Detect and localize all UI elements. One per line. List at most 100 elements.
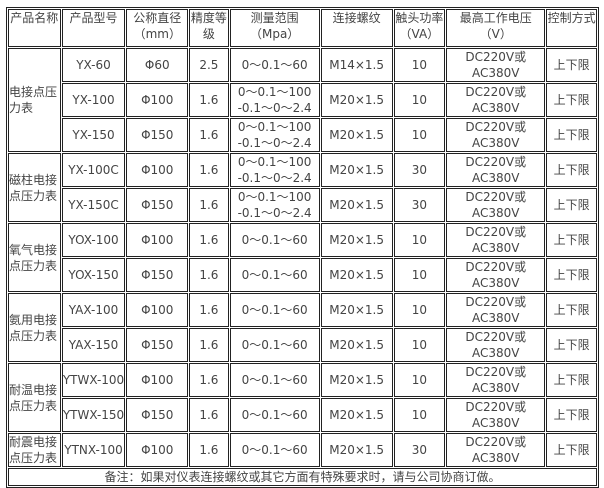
range-cell: 0～0.1～60 (229, 433, 320, 467)
range-cell: 0～0.1～100 -0.1～0～2.4 (229, 188, 320, 222)
range-cell: 0～0.1～60 (229, 223, 320, 257)
voltage-cell: DC220V或 AC380V (446, 48, 546, 82)
accuracy-cell: 2.5 (189, 48, 229, 82)
model-cell: YAX-150 (61, 328, 126, 362)
product-name-cell: 氧气电接 点压力表 (8, 223, 61, 292)
thread-cell: M20×1.5 (320, 398, 393, 432)
control-cell: 上下限 (546, 118, 597, 152)
power-cell: 10 (393, 83, 446, 117)
power-cell: 10 (393, 293, 446, 327)
voltage-cell: DC220V或 AC380V (446, 328, 546, 362)
voltage-cell: DC220V或 AC380V (446, 433, 546, 467)
table-row: YX-100 Φ100 1.6 0～0.1～100 -0.1～0～2.4 M20×1.5… (8, 83, 597, 117)
thread-cell: M14×1.5 (320, 48, 393, 82)
control-cell: 上下限 (546, 328, 597, 362)
table-row: YOX-150 Φ150 1.6 0～0.1～60 M20×1.5 10 DC220V或 A… (8, 258, 597, 292)
thread-cell: M20×1.5 (320, 188, 393, 222)
voltage-cell: DC220V或 AC380V (446, 293, 546, 327)
voltage-cell: DC220V或 AC380V (446, 153, 546, 187)
model-cell: YAX-100 (61, 293, 126, 327)
header-thread: 连接螺纹 (320, 9, 393, 47)
header-product-name: 产品名称 (8, 9, 61, 47)
product-spec-table: 产品名称 产品型号 公称直径 （mm） 精度等 级测量范围 （Mpa） 连接螺纹 触头功率… (6, 7, 599, 488)
diameter-cell: Φ150 (126, 328, 189, 362)
header-max-voltage: 最高工作电压 （V） (446, 9, 546, 47)
table-row: YX-150C Φ150 1.6 0～0.1～100 -0.1～0～2.4 M20×1.… (8, 188, 597, 222)
model-cell: YX-60 (61, 48, 126, 82)
voltage-cell: DC220V或 AC380V (446, 188, 546, 222)
range-cell: 0～0.1～60 (229, 258, 320, 292)
accuracy-cell: 1.6 (189, 223, 229, 257)
table-row: 磁柱电接 点压力表 YX-100C Φ100 1.6 0～0.1～100 -0.1～0～… (8, 153, 597, 222)
thread-cell: M20×1.5 (320, 153, 393, 187)
voltage-cell: DC220V或 AC380V (446, 363, 546, 397)
model-cell: YTNX-100 (61, 433, 126, 467)
header-range: 测量范围 （Mpa） (229, 9, 320, 47)
power-cell: 10 (393, 48, 446, 82)
header-diameter: 公称直径 （mm） (126, 9, 189, 47)
voltage-cell: DC220V或 AC380V (446, 398, 546, 432)
accuracy-cell: 1.6 (189, 188, 229, 222)
control-cell: 上下限 (546, 363, 597, 397)
product-name-cell: 磁柱电接 点压力表 (8, 153, 61, 222)
accuracy-cell: 1.6 (189, 293, 229, 327)
thread-cell: M20×1.5 (320, 118, 393, 152)
range-cell: 0～0.1～60 (229, 328, 320, 362)
power-cell: 10 (393, 118, 446, 152)
thread-cell: M20×1.5 (320, 223, 393, 257)
table-row: 氨用电接 点压力表 YAX-100 Φ100 1.6 0～0.1～60 M20×1.5 10… (8, 293, 597, 362)
header-model: 产品型号 (61, 9, 126, 47)
diameter-cell: Φ150 (126, 188, 189, 222)
diameter-cell: Φ150 (126, 118, 189, 152)
model-cell: YX-100 (61, 83, 126, 117)
thread-cell: M20×1.5 (320, 433, 393, 467)
thread-cell: M20×1.5 (320, 293, 393, 327)
header-accuracy: 精度等 级 (189, 9, 229, 47)
voltage-cell: DC220V或 AC380V (446, 258, 546, 292)
voltage-cell: DC220V或 AC380V (446, 83, 546, 117)
diameter-cell: Φ100 (126, 153, 189, 187)
diameter-cell: Φ100 (126, 363, 189, 397)
control-cell: 上下限 (546, 433, 597, 467)
diameter-cell: Φ100 (126, 433, 189, 467)
control-cell: 上下限 (546, 223, 597, 257)
voltage-cell: DC220V或 AC380V (446, 223, 546, 257)
thread-cell: M20×1.5 (320, 258, 393, 292)
range-cell: 0～0.1～60 (229, 48, 320, 82)
control-cell: 上下限 (546, 83, 597, 117)
header-contact-power: 触头功率 （VA） (393, 9, 446, 47)
diameter-cell: Φ100 (126, 223, 189, 257)
range-cell: 0～0.1～60 (229, 398, 320, 432)
control-cell: 上下限 (546, 153, 597, 187)
range-cell: 0～0.1～60 (229, 293, 320, 327)
diameter-cell: Φ100 (126, 83, 189, 117)
model-cell: YTWX-100 (61, 363, 126, 397)
accuracy-cell: 1.6 (189, 433, 229, 467)
power-cell: 10 (393, 328, 446, 362)
diameter-cell: Φ150 (126, 398, 189, 432)
model-cell: YOX-150 (61, 258, 126, 292)
table-row: YX-150 Φ150 1.6 0～0.1～100 -0.1～0～2.4 M20×1.5… (8, 118, 597, 152)
control-cell: 上下限 (546, 398, 597, 432)
table-row: 氧气电接 点压力表 YOX-100 Φ100 1.6 0～0.1～60 M20×1.5 10… (8, 223, 597, 292)
model-cell: YX-100C (61, 153, 126, 187)
accuracy-cell: 1.6 (189, 118, 229, 152)
accuracy-cell: 1.6 (189, 363, 229, 397)
thread-cell: M20×1.5 (320, 363, 393, 397)
accuracy-cell: 1.6 (189, 153, 229, 187)
range-cell: 0～0.1～100 -0.1～0～2.4 (229, 83, 320, 117)
power-cell: 10 (393, 398, 446, 432)
header-control-mode: 控制方式 (546, 9, 597, 47)
diameter-cell: Φ100 (126, 293, 189, 327)
table-row: YTWX-150 Φ150 1.6 0～0.1～60 M20×1.5 10 DC220V或 … (8, 398, 597, 432)
range-cell: 0～0.1～60 (229, 363, 320, 397)
table-row: 电接点压 力表 YX-60 Φ60 2.5 0～0.1～60 M14×1.5 10 DC220… (8, 48, 597, 152)
control-cell: 上下限 (546, 258, 597, 292)
product-name-cell: 耐震电接 点压力表 (8, 433, 61, 467)
model-cell: YX-150C (61, 188, 126, 222)
accuracy-cell: 1.6 (189, 398, 229, 432)
range-cell: 0～0.1～100 -0.1～0～2.4 (229, 153, 320, 187)
header-row: 产品名称 产品型号 公称直径 （mm） 精度等 级测量范围 （Mpa） 连接螺纹 触头功率… (8, 9, 597, 47)
control-cell: 上下限 (546, 188, 597, 222)
thread-cell: M20×1.5 (320, 328, 393, 362)
